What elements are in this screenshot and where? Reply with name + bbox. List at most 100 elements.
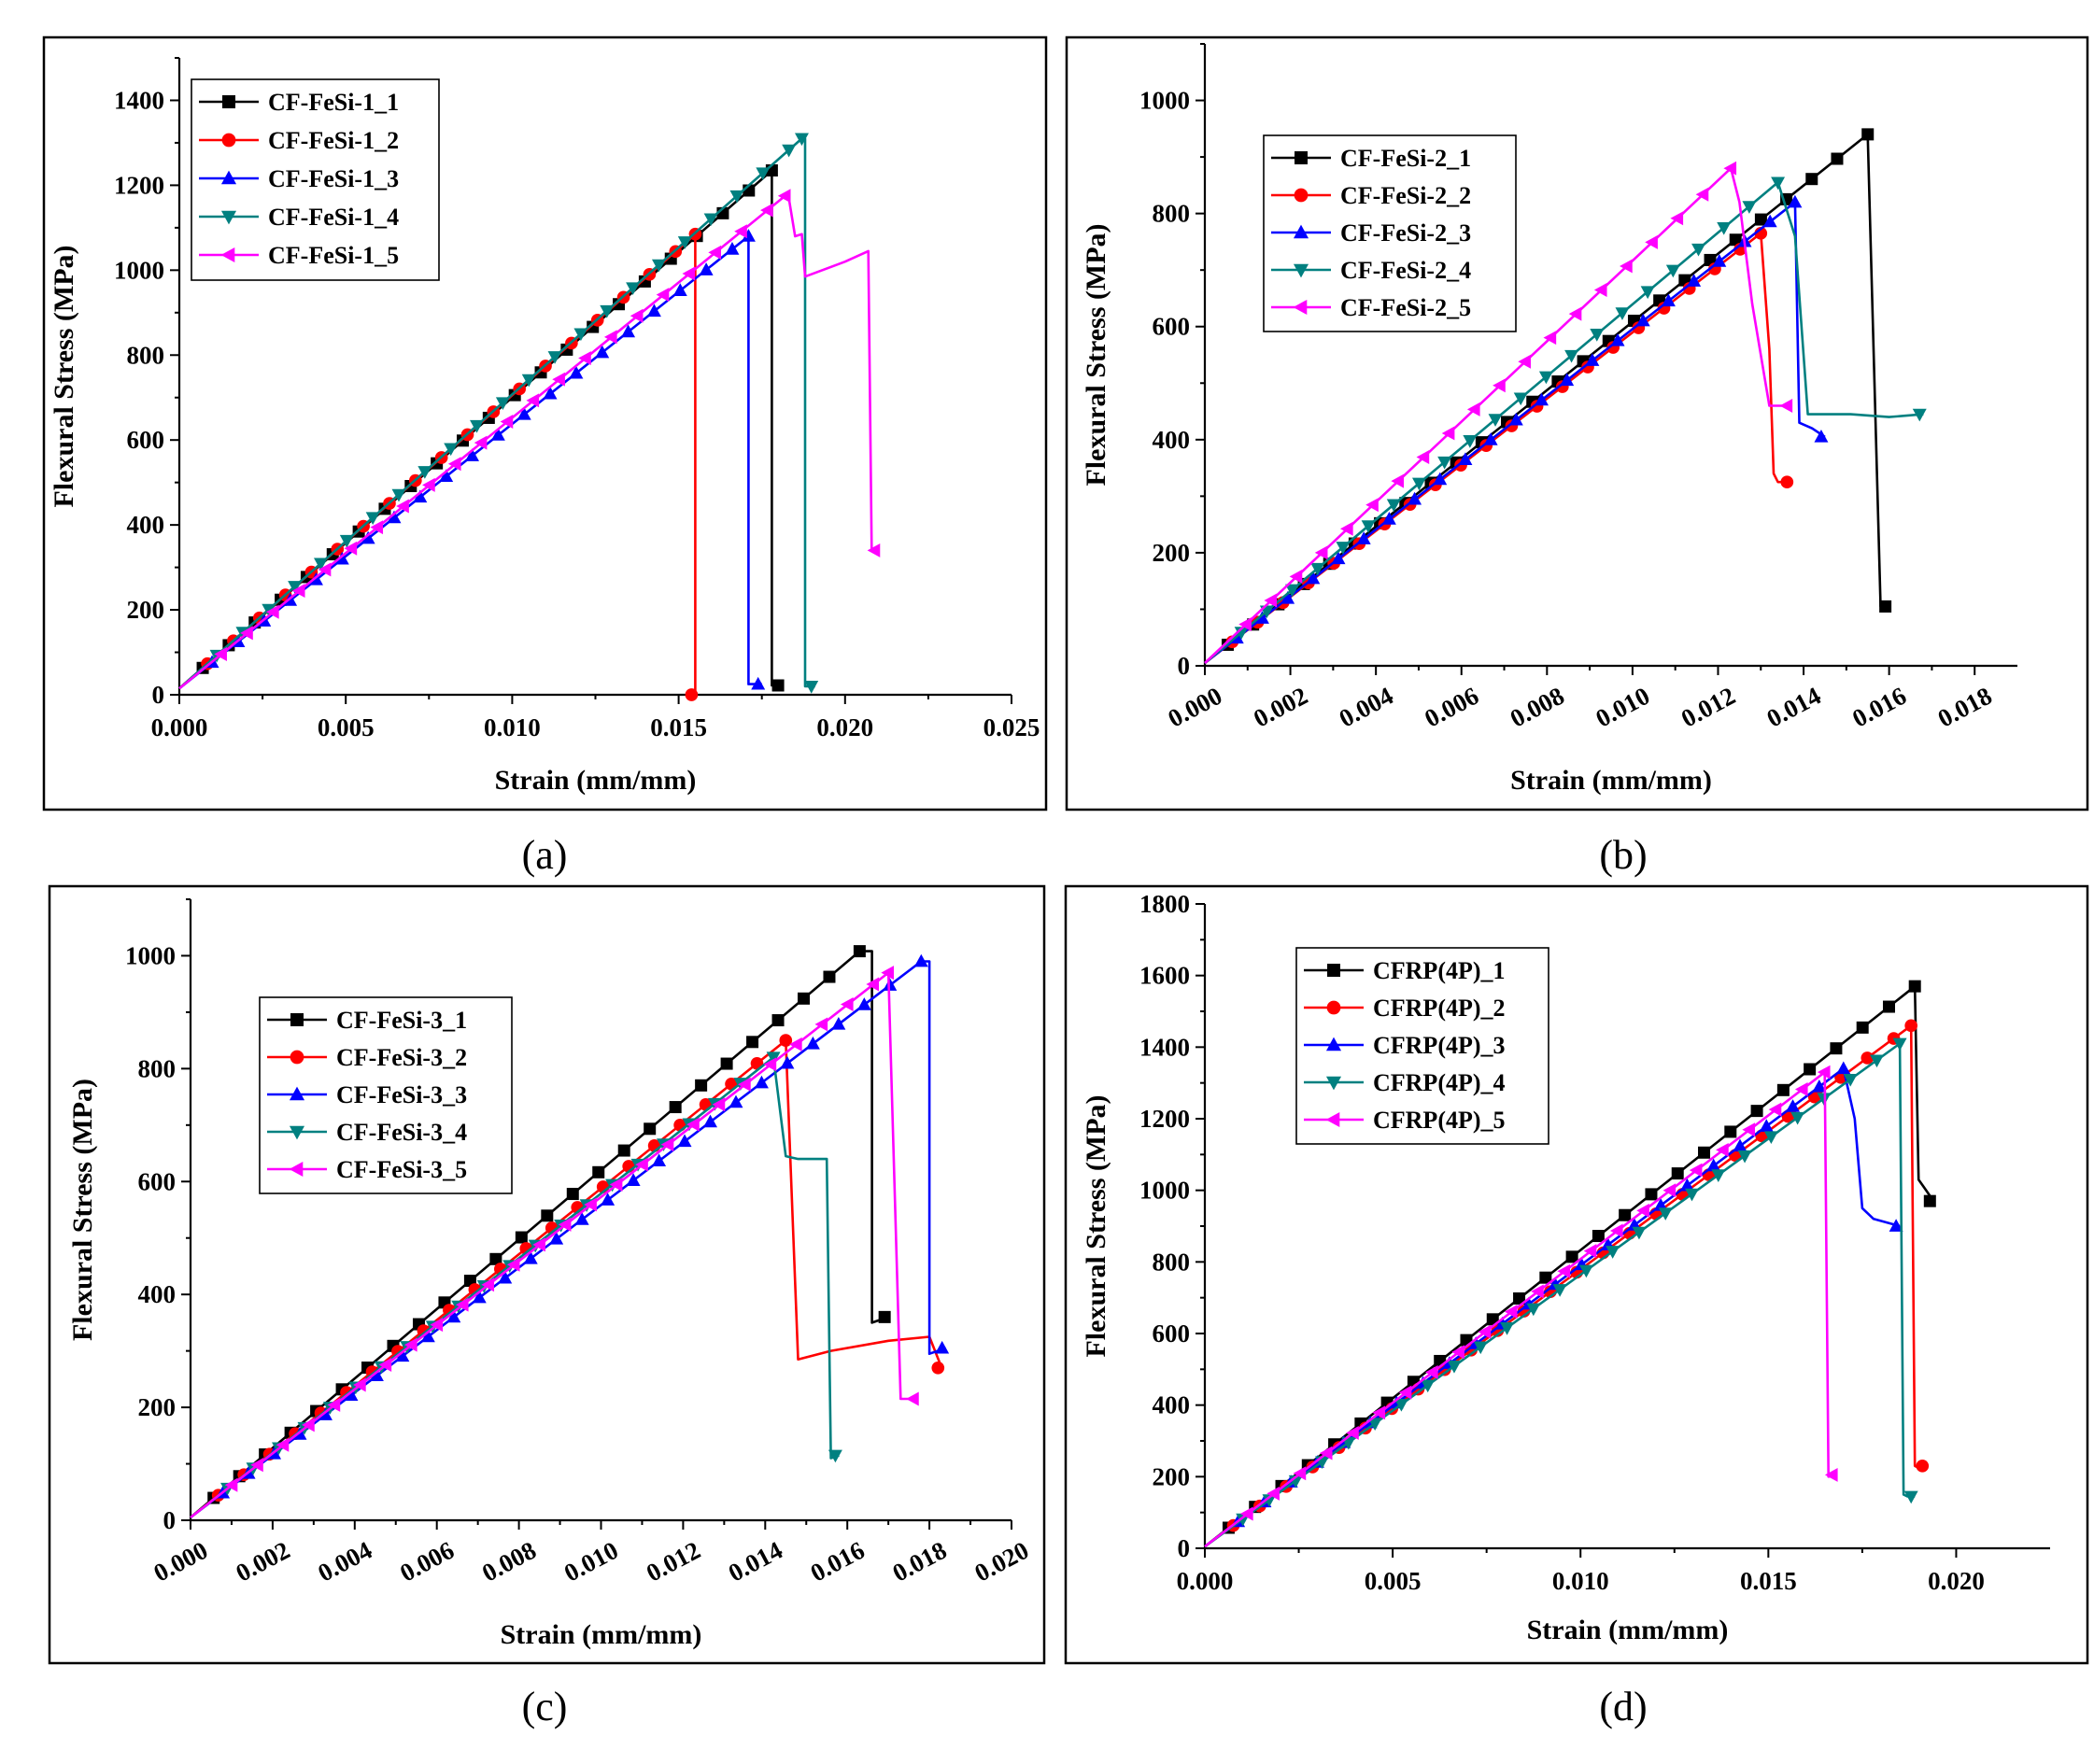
marker-CF-FeSi-1_2 xyxy=(685,688,699,701)
series-CF-FeSi-2_4 xyxy=(1204,176,1927,664)
panel-b-legend: CF-FeSi-2_1 CF-FeSi-2_2 CF-FeSi-2_3 CF-FeSi… xyxy=(1263,134,1517,332)
marker-CF-FeSi-1_4 xyxy=(495,397,510,410)
x-tick-label: 0.000 xyxy=(1164,682,1227,733)
marker-CF-FeSi-3_5 xyxy=(302,1418,315,1432)
y-tick-label: 1600 xyxy=(1139,962,1190,990)
legend-marker xyxy=(1295,151,1308,164)
marker-CF-FeSi-1_3 xyxy=(308,572,323,586)
marker-CF-FeSi-3_5 xyxy=(532,1237,545,1252)
marker-CF-FeSi-3_1 xyxy=(853,945,866,958)
legend-marker xyxy=(290,1050,304,1065)
marker-CF-FeSi-1_4 xyxy=(626,282,641,295)
marker-CF-FeSi-2_4 xyxy=(1361,520,1376,533)
series-CF-FeSi-1_5 xyxy=(178,189,881,690)
marker-CF-FeSi-3_5 xyxy=(840,997,854,1011)
marker-CF-FeSi-3_3 xyxy=(729,1094,743,1108)
legend-marker xyxy=(290,1013,304,1026)
marker-CF-FeSi-3_3 xyxy=(754,1075,769,1089)
marker-CF-FeSi-2_3 xyxy=(1433,472,1448,486)
y-tick-label: 1200 xyxy=(114,171,164,199)
marker-CF-FeSi-1_3 xyxy=(334,551,349,565)
marker-CF-FeSi-2_5 xyxy=(1723,161,1737,176)
panel-c-x-axis-label: Strain (mm/mm) xyxy=(501,1619,702,1650)
marker-CFRP(4P)_4 xyxy=(1790,1111,1805,1125)
legend-label: CFRP(4P)_5 xyxy=(1373,1107,1506,1134)
y-tick-label: 1400 xyxy=(114,86,164,114)
marker-CF-FeSi-3_2 xyxy=(779,1034,793,1047)
marker-CF-FeSi-3_3 xyxy=(318,1407,332,1420)
panel-c-plot: 0.000 0.002 0.004 0.006 0.008 0.010 0.012 0.014… xyxy=(67,898,1033,1650)
marker-CF-FeSi-2_4 xyxy=(1665,264,1680,278)
marker-CF-FeSi-3_3 xyxy=(805,1036,820,1050)
marker-CF-FeSi-2_4 xyxy=(1717,222,1732,235)
marker-CF-FeSi-3_5 xyxy=(814,1017,828,1032)
series-CF-FeSi-1_3 xyxy=(178,229,766,690)
marker-CFRP(4P)_1 xyxy=(1856,1021,1869,1034)
legend-label: CF-FeSi-2_1 xyxy=(1340,145,1471,172)
series-line-CF-FeSi-2_3 xyxy=(1204,201,1826,665)
y-tick-label: 1000 xyxy=(125,941,176,969)
marker-CF-FeSi-1_5 xyxy=(682,266,696,281)
marker-CF-FeSi-1_4 xyxy=(794,133,809,147)
marker-CF-FeSi-1_5 xyxy=(734,224,747,239)
marker-CF-FeSi-2_3 xyxy=(1254,611,1269,624)
marker-CF-FeSi-2_3 xyxy=(1635,313,1650,327)
y-tick-label: 1200 xyxy=(1139,1105,1190,1133)
series-CF-FeSi-2_5 xyxy=(1204,161,1793,664)
y-tick-label: 1000 xyxy=(1139,1177,1190,1205)
marker-CF-FeSi-3_5 xyxy=(455,1297,469,1312)
marker-CF-FeSi-2_3 xyxy=(1687,274,1702,287)
legend-label: CF-FeSi-3_3 xyxy=(336,1081,467,1108)
legend-label: CF-FeSi-1_2 xyxy=(268,127,399,154)
marker-CF-FeSi-2_3 xyxy=(1762,214,1777,228)
series-CF-FeSi-3_3 xyxy=(190,953,950,1519)
marker-CF-FeSi-1_3 xyxy=(516,407,531,420)
x-tick-label: 0.018 xyxy=(888,1536,952,1588)
marker-CF-FeSi-2_4 xyxy=(1336,542,1351,555)
x-tick-label: 0.018 xyxy=(1933,682,1997,733)
marker-CFRP(4P)_1 xyxy=(1592,1230,1605,1243)
x-tick-label: 0.015 xyxy=(1740,1567,1797,1595)
panel-d-legend: CFRP(4P)_1 CFRP(4P)_2 CFRP(4P)_3 CFRP(4P)_4… xyxy=(1295,947,1549,1145)
marker-CF-FeSi-1_4 xyxy=(703,213,718,227)
marker-CF-FeSi-1_4 xyxy=(756,167,771,180)
marker-CF-FeSi-2_5 xyxy=(1314,545,1328,560)
marker-CF-FeSi-3_5 xyxy=(378,1358,392,1373)
y-tick-label: 1800 xyxy=(1139,890,1190,918)
marker-CF-FeSi-1_3 xyxy=(387,510,402,524)
marker-CFRP(4P)_3 xyxy=(1679,1178,1694,1192)
marker-CF-FeSi-2_4 xyxy=(1386,499,1401,513)
marker-CFRP(4P)_4 xyxy=(1500,1322,1515,1335)
marker-CF-FeSi-1_4 xyxy=(573,328,588,342)
marker-CFRP(4P)_4 xyxy=(1552,1284,1567,1297)
marker-CF-FeSi-1_5 xyxy=(291,584,305,599)
legend-marker xyxy=(1326,1000,1341,1015)
marker-CFRP(4P)_4 xyxy=(1526,1303,1541,1317)
panel-c-frame xyxy=(48,884,1046,1665)
marker-CF-FeSi-3_5 xyxy=(609,1178,623,1192)
marker-CFRP(4P)_3 xyxy=(1759,1119,1774,1132)
marker-CF-FeSi-1_1 xyxy=(771,679,785,692)
marker-CF-FeSi-2_5 xyxy=(1695,187,1709,202)
marker-CF-FeSi-1_5 xyxy=(500,414,514,429)
marker-CFRP(4P)_4 xyxy=(1685,1188,1699,1202)
x-tick-label: 0.016 xyxy=(806,1536,870,1588)
series-CF-FeSi-1_4 xyxy=(178,133,819,694)
x-tick-label: 0.005 xyxy=(1365,1567,1422,1595)
panel-a-axes: 0.000 0.005 0.010 0.015 0.020 0.025 0 200 400 600… xyxy=(49,57,1040,796)
marker-CF-FeSi-2_4 xyxy=(1564,349,1579,363)
marker-CF-FeSi-3_5 xyxy=(224,1477,238,1492)
marker-CFRP(4P)_4 xyxy=(1473,1341,1488,1355)
panel-a-y-axis-label: Flexural Stress (MPa) xyxy=(49,245,79,507)
legend-marker xyxy=(1327,964,1340,977)
panel-a-series xyxy=(178,133,881,701)
marker-CFRP(4P)_5 xyxy=(1319,1446,1333,1461)
marker-CFRP(4P)_5 xyxy=(1824,1467,1838,1482)
x-tick-label: 0.004 xyxy=(1335,682,1398,733)
y-tick-label: 0 xyxy=(1178,1534,1191,1562)
marker-CF-FeSi-2_4 xyxy=(1640,286,1655,300)
x-tick-label: 0.010 xyxy=(1591,682,1654,733)
marker-CF-FeSi-3_5 xyxy=(906,1391,919,1406)
marker-CF-FeSi-1_4 xyxy=(470,419,485,433)
marker-CF-FeSi-2_5 xyxy=(1466,402,1480,416)
